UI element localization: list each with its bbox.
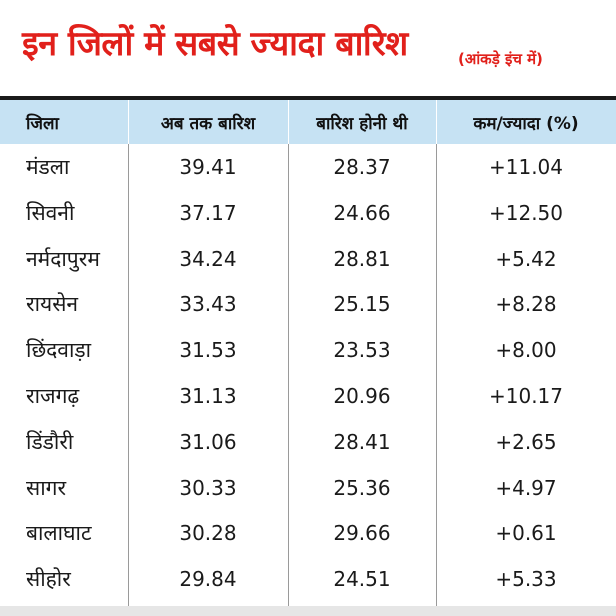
column-divider [288,144,289,610]
cell-difference: +12.50 [488,200,563,225]
header-divider [436,100,437,144]
header-divider [128,100,129,144]
cell-rain-so-far: 33.43 [179,292,237,317]
column-header-difference: कम/ज्यादा (%) [473,113,579,134]
cell-difference: +8.28 [495,292,557,317]
cell-expected-rain: 28.81 [333,246,391,271]
table-row: राजगढ़ 31.13 20.96 +10.17 [0,373,616,419]
title-bar: इन जिलों में सबसे ज्यादा बारिश (आंकड़े इ… [0,0,616,88]
unit-note: (आंकड़े इंच में) [458,50,543,68]
table-row: सिवनी 37.17 24.66 +12.50 [0,190,616,236]
column-header-rain-so-far: अब तक बारिश [160,113,256,134]
table-top-rule [0,96,616,100]
table-header-row: जिला अब तक बारिश बारिश होनी थी कम/ज्यादा… [0,100,616,144]
cell-district: मंडला [26,155,70,179]
cell-expected-rain: 24.66 [333,200,391,225]
cell-rain-so-far: 37.17 [179,200,237,225]
cell-expected-rain: 28.37 [333,155,391,179]
cell-expected-rain: 23.53 [333,338,391,363]
table-row: रायसेन 33.43 25.15 +8.28 [0,281,616,327]
table-row: बालाघाट 30.28 29.66 +0.61 [0,510,616,556]
cell-rain-so-far: 30.28 [179,521,237,546]
table-row: मंडला 39.41 28.37 +11.04 [0,144,616,190]
table-bottom-rule [0,606,616,616]
cell-rain-so-far: 34.24 [179,246,237,271]
cell-difference: +4.97 [495,475,557,500]
cell-difference: +5.33 [495,567,557,592]
chart-title: इन जिलों में सबसे ज्यादा बारिश [22,24,408,64]
cell-rain-so-far: 39.41 [179,155,237,179]
cell-expected-rain: 28.41 [333,429,391,454]
header-divider [288,100,289,144]
cell-district: नर्मदापुरम [26,246,100,271]
cell-district: डिंडौरी [26,429,74,454]
column-header-expected-rain: बारिश होनी थी [316,113,408,134]
table-row: छिंदवाड़ा 31.53 23.53 +8.00 [0,327,616,373]
cell-difference: +2.65 [495,429,557,454]
cell-difference: +10.17 [488,384,563,408]
cell-rain-so-far: 31.06 [179,429,237,454]
cell-expected-rain: 24.51 [333,567,391,592]
cell-expected-rain: 20.96 [333,384,391,408]
cell-expected-rain: 25.15 [333,292,391,317]
cell-district: सीहोर [26,567,71,592]
table-body: मंडला 39.41 28.37 +11.04 सिवनी 37.17 24.66 +12.… [0,144,616,610]
column-divider [128,144,129,610]
cell-difference: +11.04 [488,155,563,179]
table-row: डिंडौरी 31.06 28.41 +2.65 [0,419,616,465]
column-header-district: जिला [26,113,59,134]
cell-expected-rain: 25.36 [333,475,391,500]
cell-district: सागर [26,475,67,500]
cell-district: राजगढ़ [26,384,80,408]
cell-district: छिंदवाड़ा [26,338,92,363]
cell-expected-rain: 29.66 [333,521,391,546]
cell-rain-so-far: 31.53 [179,338,237,363]
cell-difference: +5.42 [495,246,557,271]
table-row: सीहोर 29.84 24.51 +5.33 [0,556,616,602]
cell-district: रायसेन [26,292,79,317]
data-table: जिला अब तक बारिश बारिश होनी थी कम/ज्यादा… [0,96,616,616]
cell-district: बालाघाट [26,521,92,546]
column-divider [436,144,437,610]
cell-district: सिवनी [26,200,75,225]
cell-rain-so-far: 29.84 [179,567,237,592]
cell-rain-so-far: 31.13 [179,384,237,408]
cell-rain-so-far: 30.33 [179,475,237,500]
cell-difference: +8.00 [495,338,557,363]
table-row: सागर 30.33 25.36 +4.97 [0,465,616,511]
cell-difference: +0.61 [495,521,557,546]
table-row: नर्मदापुरम 34.24 28.81 +5.42 [0,236,616,282]
